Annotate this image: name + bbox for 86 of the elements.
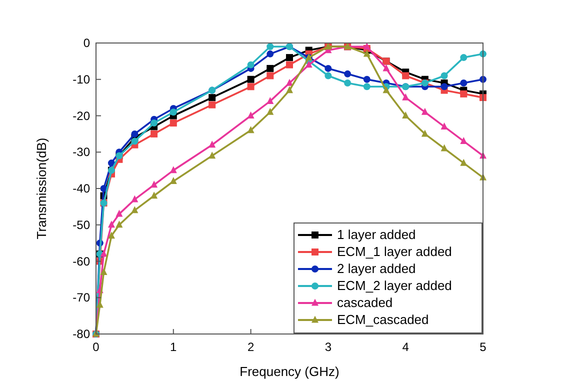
y-axis-title: Transmission(dB) xyxy=(34,138,49,240)
point xyxy=(208,152,216,159)
point xyxy=(286,86,293,94)
point xyxy=(116,220,123,228)
point xyxy=(170,108,177,116)
point xyxy=(131,130,138,138)
y-tick-label: -70 xyxy=(72,290,90,305)
point xyxy=(440,144,448,152)
legend-label: cascaded xyxy=(337,295,393,310)
point xyxy=(440,72,448,80)
point xyxy=(344,70,352,78)
point xyxy=(96,300,104,308)
point xyxy=(363,76,370,83)
point xyxy=(440,122,448,130)
point xyxy=(460,54,468,62)
point xyxy=(382,86,390,94)
point xyxy=(266,50,274,58)
x-tick-label: 2 xyxy=(247,340,254,354)
y-tick-label: 0 xyxy=(83,36,90,50)
point xyxy=(266,72,274,80)
point xyxy=(324,72,332,80)
point xyxy=(100,250,108,257)
point xyxy=(324,64,332,72)
y-tick-label: -50 xyxy=(72,218,90,232)
x-tick-label: 4 xyxy=(402,340,410,354)
point xyxy=(247,83,254,90)
point xyxy=(170,166,177,174)
y-tick-label: -60 xyxy=(72,254,90,268)
point xyxy=(440,83,448,90)
point xyxy=(131,138,138,145)
point xyxy=(150,130,158,138)
legend-label: ECM_cascaded xyxy=(337,312,429,327)
point xyxy=(363,50,370,57)
point xyxy=(266,108,274,115)
y-tick-label: -30 xyxy=(72,145,90,160)
point xyxy=(286,78,293,86)
y-tick-label: -40 xyxy=(72,182,90,196)
point xyxy=(208,101,216,108)
legend-label: 1 layer added xyxy=(337,227,416,242)
point xyxy=(286,61,293,68)
point xyxy=(247,76,254,83)
point xyxy=(108,160,115,167)
x-tick-label: 3 xyxy=(324,340,332,354)
point xyxy=(460,80,468,87)
point xyxy=(402,93,410,100)
point xyxy=(150,180,158,188)
point xyxy=(247,61,254,68)
point xyxy=(266,64,274,72)
legend-label: 2 layer added xyxy=(337,261,416,276)
point xyxy=(421,130,428,137)
legend-label: ECM_1 layer added xyxy=(337,244,452,259)
x-tick-label: 1 xyxy=(170,340,178,354)
point xyxy=(421,108,428,115)
y-tick-label: -20 xyxy=(72,108,90,123)
point xyxy=(100,268,108,275)
point xyxy=(170,120,177,127)
point xyxy=(108,220,115,228)
point xyxy=(150,192,158,199)
point xyxy=(460,90,468,98)
point xyxy=(108,232,115,239)
legend-label: ECM_2 layer added xyxy=(337,278,452,293)
point xyxy=(382,64,390,72)
point xyxy=(116,210,123,217)
point xyxy=(402,72,410,80)
point xyxy=(286,54,293,62)
point xyxy=(460,137,468,144)
point xyxy=(208,140,216,148)
point xyxy=(344,80,352,87)
point xyxy=(305,60,312,68)
point xyxy=(266,43,274,50)
x-tick-label: 0 xyxy=(92,340,100,354)
point xyxy=(170,177,177,184)
point xyxy=(460,158,468,166)
y-tick-label: -80 xyxy=(72,327,90,341)
point xyxy=(208,94,216,102)
x-axis-title: Frequency (GHz) xyxy=(240,364,340,379)
point xyxy=(402,112,410,119)
point xyxy=(363,83,370,90)
y-tick-label: -10 xyxy=(72,72,90,86)
point xyxy=(131,206,138,214)
point xyxy=(266,97,274,104)
point xyxy=(247,126,254,134)
point xyxy=(247,112,254,119)
point xyxy=(150,120,158,127)
x-tick-label: 5 xyxy=(480,340,487,354)
point xyxy=(131,195,138,202)
